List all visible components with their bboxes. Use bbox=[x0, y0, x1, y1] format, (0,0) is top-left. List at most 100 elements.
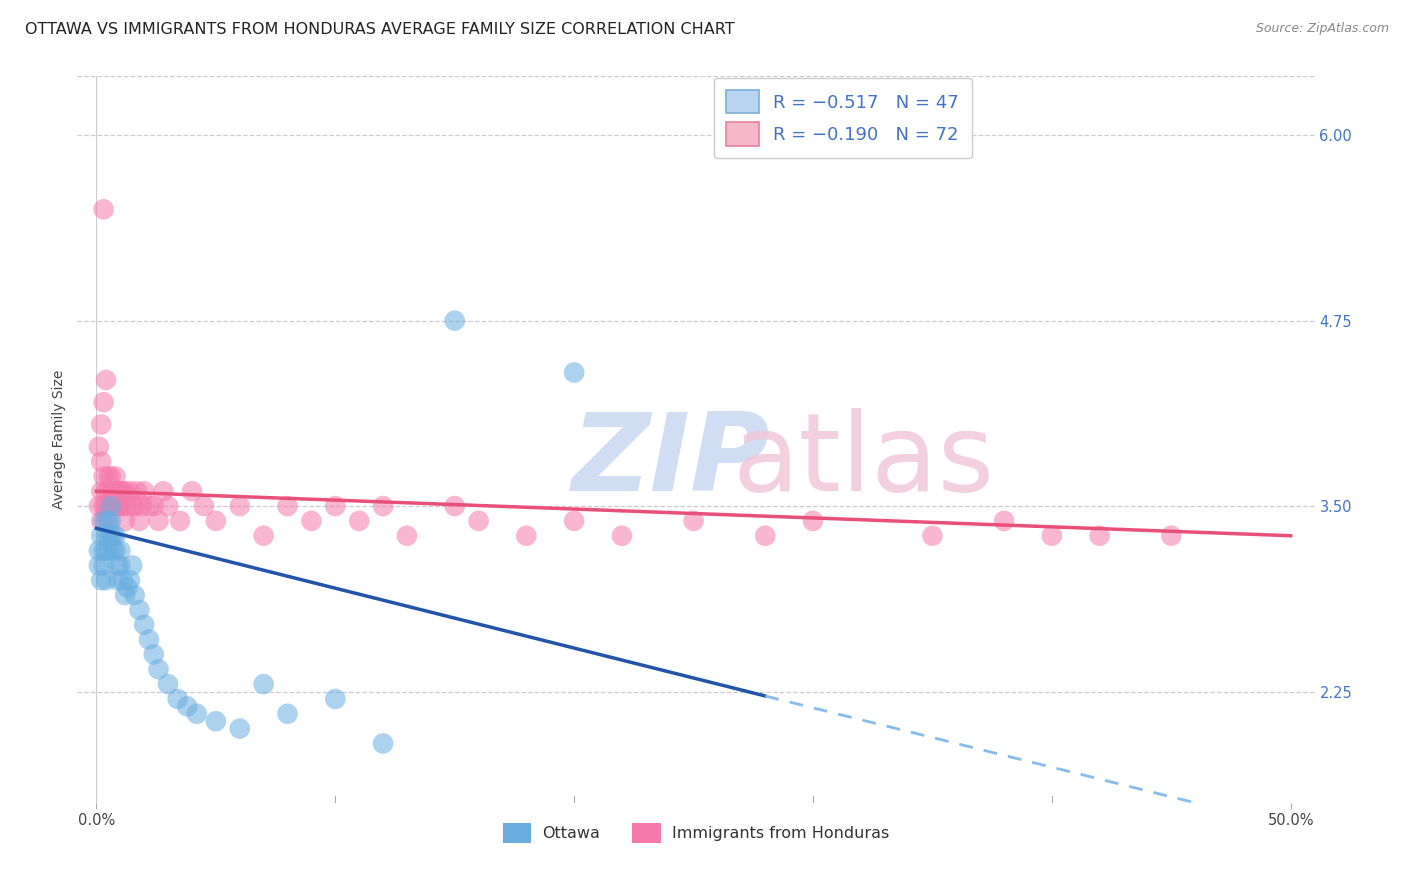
Point bbox=[1088, 529, 1111, 543]
Point bbox=[101, 484, 124, 499]
Point bbox=[93, 499, 115, 513]
Point bbox=[97, 529, 120, 543]
Point bbox=[128, 603, 150, 617]
Point bbox=[134, 484, 156, 499]
Text: ZIP: ZIP bbox=[572, 409, 770, 514]
Point bbox=[176, 699, 198, 714]
Point bbox=[276, 706, 298, 721]
Point bbox=[93, 469, 115, 483]
Point bbox=[117, 499, 139, 513]
Point bbox=[395, 529, 418, 543]
Point bbox=[97, 484, 120, 499]
Point bbox=[515, 529, 537, 543]
Point bbox=[124, 499, 146, 513]
Point bbox=[100, 499, 122, 513]
Point bbox=[107, 574, 129, 588]
Point bbox=[94, 574, 117, 588]
Point bbox=[610, 529, 633, 543]
Point bbox=[93, 543, 115, 558]
Point bbox=[104, 469, 127, 483]
Point bbox=[993, 514, 1015, 528]
Point bbox=[93, 514, 115, 528]
Point bbox=[443, 313, 465, 327]
Point bbox=[94, 514, 117, 528]
Point bbox=[371, 499, 394, 513]
Point bbox=[90, 574, 112, 588]
Y-axis label: Average Family Size: Average Family Size bbox=[52, 369, 66, 509]
Point bbox=[467, 514, 489, 528]
Point bbox=[152, 484, 174, 499]
Point bbox=[94, 484, 117, 499]
Point bbox=[111, 499, 134, 513]
Point bbox=[148, 514, 170, 528]
Point bbox=[166, 692, 188, 706]
Point bbox=[101, 529, 124, 543]
Point bbox=[138, 632, 160, 647]
Point bbox=[87, 558, 110, 573]
Point bbox=[90, 454, 112, 468]
Point bbox=[101, 484, 124, 499]
Point bbox=[114, 588, 136, 602]
Point bbox=[323, 692, 346, 706]
Point bbox=[142, 648, 165, 662]
Point bbox=[682, 514, 704, 528]
Point bbox=[754, 529, 776, 543]
Point bbox=[128, 514, 150, 528]
Point bbox=[100, 499, 122, 513]
Point bbox=[371, 736, 394, 750]
Point bbox=[100, 484, 122, 499]
Point bbox=[90, 529, 112, 543]
Point bbox=[111, 574, 134, 588]
Point bbox=[97, 499, 120, 513]
Point bbox=[323, 499, 346, 513]
Point bbox=[90, 484, 112, 499]
Point bbox=[299, 514, 322, 528]
Point bbox=[121, 499, 143, 513]
Point bbox=[94, 543, 117, 558]
Point bbox=[131, 499, 153, 513]
Point bbox=[562, 366, 585, 380]
Text: OTTAWA VS IMMIGRANTS FROM HONDURAS AVERAGE FAMILY SIZE CORRELATION CHART: OTTAWA VS IMMIGRANTS FROM HONDURAS AVERA… bbox=[25, 22, 735, 37]
Point bbox=[97, 469, 120, 483]
Point bbox=[125, 484, 148, 499]
Point bbox=[205, 514, 228, 528]
Point bbox=[921, 529, 943, 543]
Point bbox=[801, 514, 824, 528]
Point bbox=[104, 529, 127, 543]
Point bbox=[229, 722, 252, 736]
Point bbox=[93, 558, 115, 573]
Point bbox=[142, 499, 165, 513]
Point bbox=[148, 662, 170, 676]
Point bbox=[100, 514, 122, 528]
Point bbox=[93, 202, 115, 217]
Point bbox=[104, 499, 127, 513]
Point bbox=[157, 677, 180, 691]
Point bbox=[87, 440, 110, 454]
Point bbox=[562, 514, 585, 528]
Point bbox=[100, 529, 122, 543]
Point bbox=[104, 543, 127, 558]
Text: Source: ZipAtlas.com: Source: ZipAtlas.com bbox=[1256, 22, 1389, 36]
Point bbox=[193, 499, 215, 513]
Point bbox=[111, 484, 134, 499]
Point bbox=[107, 499, 129, 513]
Point bbox=[107, 484, 129, 499]
Point bbox=[186, 706, 208, 721]
Point bbox=[94, 499, 117, 513]
Point bbox=[347, 514, 370, 528]
Point bbox=[110, 543, 132, 558]
Point bbox=[101, 499, 124, 513]
Point bbox=[107, 558, 129, 573]
Point bbox=[121, 558, 143, 573]
Point bbox=[101, 543, 124, 558]
Point bbox=[114, 514, 136, 528]
Point bbox=[94, 529, 117, 543]
Point bbox=[104, 484, 127, 499]
Point bbox=[110, 499, 132, 513]
Point bbox=[443, 499, 465, 513]
Point bbox=[181, 484, 204, 499]
Text: atlas: atlas bbox=[733, 409, 994, 514]
Point bbox=[93, 395, 115, 409]
Point bbox=[117, 581, 139, 595]
Point bbox=[134, 617, 156, 632]
